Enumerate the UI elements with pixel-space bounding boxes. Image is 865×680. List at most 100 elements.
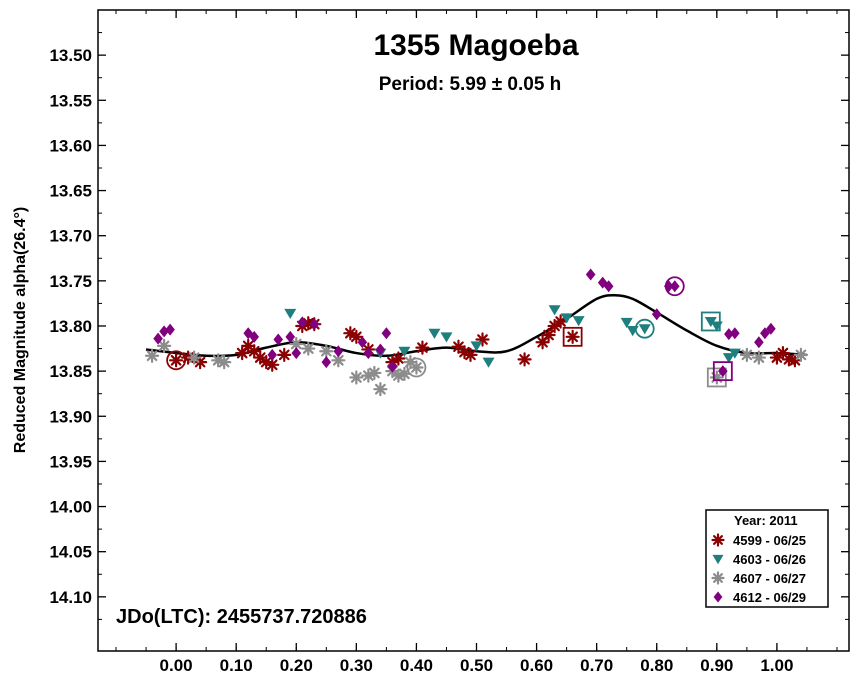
data-point-s3-13 <box>357 336 368 349</box>
x-tick-label: 0.90 <box>700 656 733 675</box>
legend-marker-3 <box>713 591 723 603</box>
y-tick-label: 13.90 <box>49 407 92 426</box>
data-point-s1-7 <box>548 305 561 316</box>
plot-border <box>97 9 850 652</box>
data-point-s0-21 <box>463 347 478 362</box>
data-point-s3-9 <box>297 316 308 329</box>
highlight-square <box>706 367 727 388</box>
data-point-s3-16 <box>381 327 392 340</box>
data-point-s1-13 <box>704 316 717 328</box>
data-point-s2-19 <box>739 347 754 362</box>
data-point-s3-12 <box>333 345 344 358</box>
data-point-s3-29 <box>766 322 776 335</box>
legend: Year: 2011 4599 - 06/25 4603 - 06/26 4607 … <box>705 509 829 608</box>
data-point-s2-9 <box>349 370 364 385</box>
x-tick-label: 0.20 <box>280 656 313 675</box>
y-tick-label: 14.10 <box>49 588 92 607</box>
legend-label: 4607 - 06/27 <box>733 571 806 586</box>
data-point-s3-22 <box>663 280 674 293</box>
data-point-s1-15 <box>722 353 735 364</box>
highlight-square <box>700 311 721 332</box>
y-tick-label: 13.70 <box>49 227 92 246</box>
y-tick-label: 13.80 <box>49 317 92 336</box>
x-tick-label: 0.80 <box>640 656 673 675</box>
data-point-s0-32 <box>787 353 803 368</box>
data-point-s2-15 <box>397 366 412 381</box>
data-point-s2-11 <box>367 365 382 381</box>
data-point-s3-20 <box>603 280 614 293</box>
legend-title: Year: 2011 <box>734 513 798 528</box>
y-tick-label: 14.05 <box>49 543 92 562</box>
y-tick-label: 13.75 <box>49 272 92 291</box>
highlight-square <box>712 361 733 382</box>
data-point-s2-6 <box>301 341 316 356</box>
data-point-s1-4 <box>440 332 453 343</box>
fit-curve-layer <box>145 294 808 358</box>
data-point-s3-4 <box>249 330 260 343</box>
highlight-circle <box>634 318 655 339</box>
data-point-s3-17 <box>387 360 398 373</box>
data-point-s3-0 <box>153 332 163 345</box>
data-point-s3-21 <box>651 308 662 321</box>
legend-box <box>705 509 829 608</box>
x-tick-label: 0.10 <box>220 656 253 675</box>
data-point-s2-0 <box>144 348 160 363</box>
y-tick-label: 13.50 <box>49 46 92 65</box>
data-point-s0-0 <box>169 353 184 368</box>
highlight-circle <box>406 357 427 378</box>
data-point-s1-2 <box>398 346 411 357</box>
data-point-s3-24 <box>718 365 728 378</box>
data-point-s0-25 <box>541 327 556 343</box>
data-point-s3-6 <box>273 333 284 346</box>
data-point-s2-1 <box>156 338 172 353</box>
data-point-s3-25 <box>724 328 734 341</box>
x-tick-label: 0.60 <box>520 656 553 675</box>
y-tick-label: 13.60 <box>49 136 92 155</box>
data-point-s3-26 <box>730 327 740 340</box>
y-axis-label: Reduced Magnitude alpha(26.4°) <box>12 207 29 453</box>
data-point-s0-14 <box>349 329 364 344</box>
highlight-circle <box>166 350 187 371</box>
jd-annotation: JDo(LTC): 2455737.720886 <box>116 606 367 628</box>
data-point-s2-12 <box>373 382 388 397</box>
data-point-s1-6 <box>482 357 495 368</box>
data-point-s3-27 <box>754 336 764 349</box>
data-point-s3-5 <box>267 348 278 361</box>
data-point-s0-9 <box>277 347 292 362</box>
legend-marker-0 <box>711 533 725 547</box>
data-point-s3-8 <box>291 347 302 360</box>
data-point-s0-27 <box>553 314 568 329</box>
data-point-s2-20 <box>751 350 766 365</box>
data-point-s3-18 <box>585 268 596 281</box>
x-tick-label: 0.70 <box>580 656 613 675</box>
data-point-s3-19 <box>597 276 608 289</box>
data-point-s0-28 <box>565 329 580 344</box>
legend-marker-1 <box>712 554 724 565</box>
data-point-s3-11 <box>321 356 332 369</box>
data-point-s1-10 <box>620 317 633 329</box>
x-tick-label: 0.50 <box>460 656 493 675</box>
data-point-s3-14 <box>363 347 374 360</box>
data-point-s3-7 <box>285 330 296 343</box>
data-point-s3-23 <box>669 280 680 293</box>
data-point-s3-15 <box>375 343 386 356</box>
legend-marker-2 <box>711 571 725 585</box>
legend-label: 4599 - 06/25 <box>733 533 806 548</box>
plot-frame <box>97 9 850 652</box>
data-point-s2-2 <box>187 350 202 365</box>
data-point-s3-3 <box>243 327 253 340</box>
y-tick-label: 13.65 <box>49 182 92 201</box>
highlight-square <box>562 326 583 347</box>
x-tick-label: 1.00 <box>760 656 793 675</box>
data-point-s0-17 <box>391 351 406 366</box>
data-point-s1-12 <box>638 324 651 335</box>
highlight-circle <box>664 276 685 297</box>
data-point-s3-28 <box>760 327 770 340</box>
data-point-s1-3 <box>428 328 441 339</box>
data-point-s0-18 <box>415 340 430 355</box>
data-point-s2-4 <box>217 354 232 370</box>
data-point-s3-10 <box>309 318 320 331</box>
data-point-s3-1 <box>159 325 169 338</box>
data-point-s2-21 <box>793 347 809 362</box>
